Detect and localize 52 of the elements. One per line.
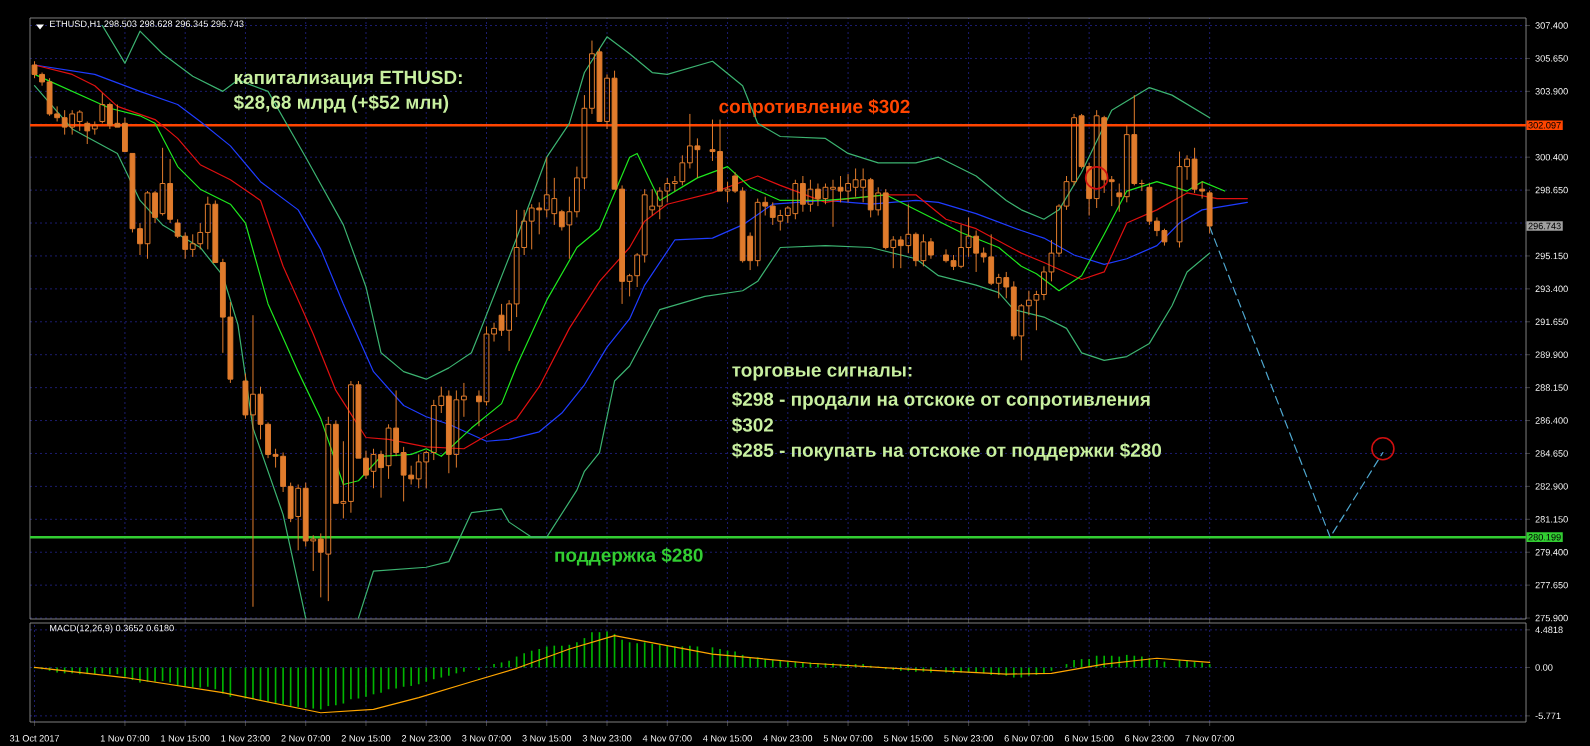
ref-line-label: сопротивление $302: [719, 98, 910, 117]
text: 302.097: [1528, 122, 1561, 129]
y-tick-label: 4.4818: [1535, 626, 1563, 634]
x-tick-label: 5 Nov 23:00: [944, 735, 993, 742]
annotation: торговые сигналы:: [732, 366, 912, 381]
x-tick-label: 1 Nov 07:00: [100, 735, 150, 742]
x-tick-label: 2 Nov 23:00: [401, 735, 451, 742]
x-tick-label: 5 Nov 15:00: [884, 735, 933, 742]
y-tick-label: 277.650: [1535, 581, 1568, 589]
chart-title: ETHUSD,H1 298.503 298.628 296.345 296.743: [50, 20, 244, 29]
y-tick-label: 284.650: [1535, 450, 1568, 457]
annotation: $285 - покупать на отскоке от поддержки $280: [732, 442, 1162, 461]
y-tick-label: -5.771: [1535, 712, 1561, 720]
y-tick-label: 275.900: [1535, 614, 1568, 622]
text: 296.743: [1528, 222, 1561, 230]
text: 280.199: [1528, 533, 1561, 541]
y-tick-label: 286.400: [1535, 417, 1568, 424]
x-tick-label: 4 Nov 23:00: [763, 735, 813, 742]
x-tick-label: 3 Nov 15:00: [522, 735, 572, 742]
x-tick-label: 1 Nov 23:00: [221, 735, 270, 742]
annotation: $302: [732, 417, 774, 433]
y-tick-label: 307.400: [1535, 22, 1568, 29]
y-tick-label: 298.650: [1535, 186, 1568, 194]
x-tick-label: 6 Nov 23:00: [1125, 735, 1174, 742]
x-tick-label: 31 Oct 2017: [9, 735, 60, 742]
annotation: $298 - продали на отскоке от сопротивления: [732, 391, 1150, 410]
x-tick-label: 3 Nov 23:00: [582, 735, 632, 742]
y-tick-label: 291.650: [1535, 318, 1568, 326]
ref-line-label: поддержка $280: [555, 547, 703, 566]
x-tick-label: 6 Nov 07:00: [1004, 735, 1054, 742]
y-tick-label: 288.150: [1535, 384, 1568, 391]
x-tick-label: 2 Nov 15:00: [341, 735, 391, 742]
chart-title: MACD(12,26,9) 0.3652 0.6180: [50, 624, 174, 634]
x-tick-label: 4 Nov 07:00: [642, 735, 692, 742]
y-tick-label: 281.150: [1535, 516, 1568, 523]
y-tick-label: 300.400: [1535, 153, 1568, 161]
x-tick-label: 4 Nov 15:00: [703, 735, 752, 742]
y-tick-label: 282.900: [1535, 483, 1568, 490]
y-tick-label: 279.400: [1535, 548, 1568, 556]
y-tick-label: 295.150: [1535, 252, 1568, 260]
y-tick-label: 289.900: [1535, 351, 1568, 358]
x-tick-label: 1 Nov 15:00: [161, 735, 210, 742]
x-tick-label: 5 Nov 07:00: [823, 735, 873, 742]
x-tick-label: 6 Nov 15:00: [1064, 735, 1114, 742]
x-tick-label: 2 Nov 07:00: [281, 735, 331, 742]
y-tick-label: 0.00: [1535, 664, 1553, 671]
y-tick-label: 305.650: [1535, 55, 1568, 62]
annotation: капитализация ETHUSD:: [234, 70, 462, 88]
x-tick-label: 3 Nov 07:00: [462, 735, 511, 742]
y-tick-label: 293.400: [1535, 285, 1568, 293]
x-tick-label: 7 Nov 07:00: [1185, 735, 1234, 742]
y-tick-label: 303.900: [1535, 88, 1568, 95]
